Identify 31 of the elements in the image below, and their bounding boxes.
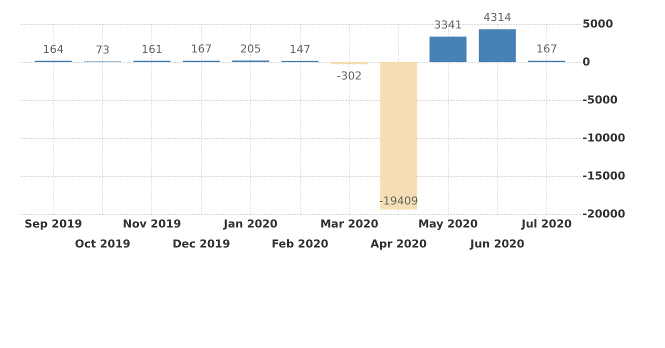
x-tick-label: Nov 2019: [122, 218, 182, 230]
data-label: 161: [141, 42, 162, 56]
y-tick-label: -15000: [582, 170, 626, 182]
y-tick-label: -10000: [582, 132, 626, 144]
bar: [478, 29, 516, 62]
x-tick-label: Dec 2019: [172, 238, 230, 250]
data-label: 205: [240, 42, 262, 56]
x-tick-label: May 2020: [418, 218, 478, 230]
data-label: -302: [336, 69, 362, 82]
x-tick-label: Jan 2020: [222, 218, 278, 230]
y-tick-label: -5000: [582, 94, 618, 106]
bar: [430, 36, 467, 62]
x-tick-label: Mar 2020: [320, 218, 379, 230]
data-label: 3341: [434, 18, 462, 32]
data-label: 4314: [483, 11, 512, 24]
x-tick-label: Apr 2020: [370, 238, 428, 250]
y-tick-label: 0: [582, 56, 590, 68]
y-tick-label: -20000: [582, 208, 626, 220]
data-label: 167: [190, 42, 212, 56]
x-tick-label: Oct 2019: [74, 238, 130, 250]
x-tick-label: Jul 2020: [520, 218, 572, 230]
data-label: 164: [42, 42, 64, 56]
x-tick-label: Jun 2020: [469, 238, 525, 250]
data-label: 147: [290, 42, 310, 56]
y-tick-label: 5000: [582, 18, 614, 30]
data-label: 167: [536, 42, 558, 56]
x-tick-label: Feb 2020: [272, 238, 329, 250]
data-label: 73: [96, 43, 110, 56]
bar: [380, 62, 418, 210]
x-tick-label: Sep 2019: [24, 218, 82, 230]
data-label: -19409: [379, 194, 418, 208]
